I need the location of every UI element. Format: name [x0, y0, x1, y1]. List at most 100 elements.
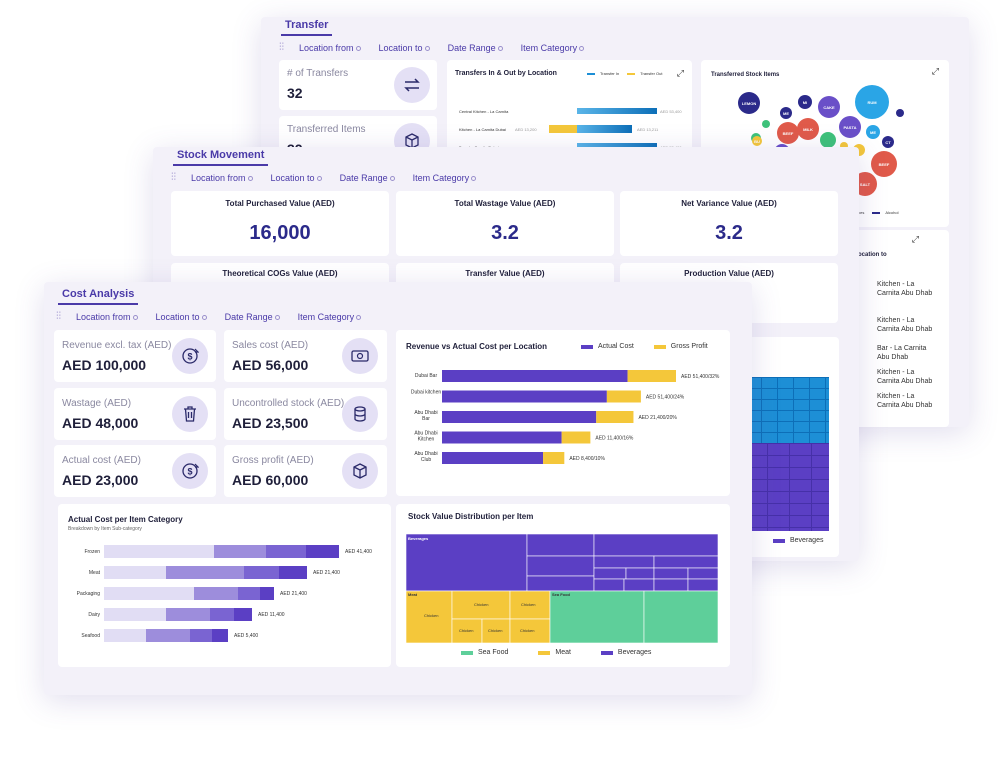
category-label: Abu Dhabi — [414, 410, 437, 416]
data-label: AED 51,400/32% — [681, 374, 720, 380]
bar-gross-profit — [627, 370, 676, 382]
bar-gross-profit — [596, 411, 634, 423]
filter-item-category[interactable]: Item Category — [413, 173, 477, 183]
trash-icon — [172, 396, 208, 432]
tile-label: Chicken — [488, 628, 502, 633]
treemap-legend: Beverages — [773, 537, 823, 544]
bubble-label: BEEF — [879, 162, 890, 167]
expand-icon[interactable]: ⤢ — [911, 234, 919, 244]
bar-gross-profit — [543, 452, 565, 464]
data-label: AED 41,400 — [345, 549, 372, 555]
tile-label: Chicken — [474, 602, 488, 607]
category-label: Kitchen — [418, 437, 435, 443]
filter-location-to[interactable]: Location to — [271, 173, 322, 183]
stock-value-treemap: Stock Value Distribution per Item — [396, 504, 730, 667]
data-label: AED 8,400/10% — [569, 456, 605, 462]
transfer-filters: ⫶⫶ Location from Location to Date Range … — [279, 43, 602, 53]
arrows-swap-icon — [394, 67, 430, 103]
transfers-inout-chart: Transfers In & Out by Location Transfer … — [447, 60, 692, 160]
bar-actual-cost — [442, 452, 544, 464]
kpi-net-variance: Net Variance Value (AED) 3.2 — [620, 191, 838, 256]
bar-segment — [210, 608, 234, 621]
bar-segment — [104, 545, 214, 558]
filter-location-to[interactable]: Location to — [156, 312, 207, 322]
kpi-total-wastage: Total Wastage Value (AED) 3.2 — [396, 191, 614, 256]
expand-icon[interactable]: ⤢ — [676, 68, 684, 78]
expand-icon[interactable]: ⤢ — [931, 66, 939, 76]
tile-label: Sea Food — [552, 592, 571, 597]
transfer-title: Transfer — [281, 19, 333, 36]
box-icon — [342, 453, 378, 489]
chart-title: Actual Cost per Item Category — [68, 515, 183, 524]
inout-legend: Transfer In Transfer Out — [587, 71, 663, 76]
filter-location-from[interactable]: Location from — [191, 173, 253, 183]
bar-segment — [166, 608, 210, 621]
tile-label: Meat — [408, 592, 418, 597]
filter-location-from[interactable]: Location from — [299, 43, 361, 53]
bar-actual-cost — [442, 370, 628, 382]
filter-location-to[interactable]: Location to — [379, 43, 430, 53]
category-label: Frozen — [84, 549, 100, 555]
bar-segment — [104, 608, 166, 621]
inout-bar-label: AED 53,400 — [660, 109, 682, 114]
tile-label: Chicken — [424, 613, 438, 618]
kpi-gross-profit: Gross profit (AED) AED 60,000 — [224, 445, 387, 497]
data-label: AED 51,400/24% — [646, 395, 685, 401]
kpi-wastage: Wastage (AED) AED 48,000 — [54, 388, 216, 440]
bar-segment — [214, 545, 266, 558]
cost-analysis-window: Cost Analysis ⫶⫶ Location from Location … — [44, 282, 752, 695]
data-label: AED 21,400 — [313, 570, 340, 576]
filter-icon: ⫶⫶ — [56, 311, 61, 322]
chart-title: Stock Value Distribution per Item — [408, 512, 534, 521]
stock-title: Stock Movement — [173, 149, 269, 166]
coins-icon — [342, 396, 378, 432]
treemap-blue — [745, 377, 829, 443]
bubble-label: ME — [783, 111, 789, 116]
filter-item-category[interactable]: Item Category — [521, 43, 585, 53]
bar-gross-profit — [606, 390, 641, 403]
bubble-label: MILK — [803, 127, 813, 132]
revenue-vs-cost-chart: Revenue vs Actual Cost per Location Actu… — [396, 330, 730, 496]
treemap-purple — [745, 443, 829, 531]
dollar-arrow-icon: $ — [172, 338, 208, 374]
dollar-arrow-icon: $ — [172, 453, 208, 489]
category-label: Abu Dhabi — [414, 431, 437, 437]
kpi-sales-cost: Sales cost (AED) AED 56,000 — [224, 330, 387, 382]
chart-legend: Actual Cost Gross Profit — [581, 343, 708, 350]
filter-item-category[interactable]: Item Category — [298, 312, 362, 322]
bar-segment — [234, 608, 252, 621]
cost-title: Cost Analysis — [58, 288, 139, 305]
data-label: AED 21,400 — [280, 591, 307, 597]
bar-actual-cost — [442, 411, 597, 423]
category-label: Packaging — [77, 591, 101, 597]
location-to-item: Kitchen - La Carnita Abu Dhab — [877, 317, 933, 333]
bar-segment — [260, 587, 274, 600]
category-label: Abu Dhabi — [414, 451, 437, 457]
inout-bar-in — [577, 143, 657, 149]
location-to-item: Bar - La Carnita Abu Dhab — [877, 345, 927, 361]
bar-segment — [104, 566, 166, 579]
filter-location-from[interactable]: Location from — [76, 312, 138, 322]
filter-date-range[interactable]: Date Range — [225, 312, 280, 322]
bar-actual-cost — [442, 390, 607, 403]
bar-segment — [166, 566, 244, 579]
stock-filters: ⫶⫶ Location from Location to Date Range … — [171, 173, 494, 183]
cash-icon — [342, 338, 378, 374]
svg-text:$: $ — [187, 352, 192, 362]
bar-segment — [190, 629, 212, 642]
category-label: Club — [421, 457, 432, 463]
category-label: Meat — [89, 570, 101, 576]
cost-filters: ⫶⫶ Location from Location to Date Range … — [56, 312, 379, 322]
bar-segment — [104, 629, 146, 642]
filter-icon: ⫶⫶ — [279, 42, 284, 53]
tile-label: Chicken — [459, 628, 473, 633]
location-to-item: Kitchen - La Carnita Abu Dhab — [877, 369, 933, 385]
data-label: AED 11,400 — [258, 612, 285, 618]
data-label: AED 11,400/16% — [595, 436, 634, 442]
filter-icon: ⫶⫶ — [171, 172, 176, 183]
bar-segment — [212, 629, 228, 642]
filter-date-range[interactable]: Date Range — [340, 173, 395, 183]
kpi-uncontrolled-stock: Uncontrolled stock (AED) AED 23,500 — [224, 388, 387, 440]
filter-date-range[interactable]: Date Range — [448, 43, 503, 53]
bubble-label: BEEF — [783, 131, 794, 136]
